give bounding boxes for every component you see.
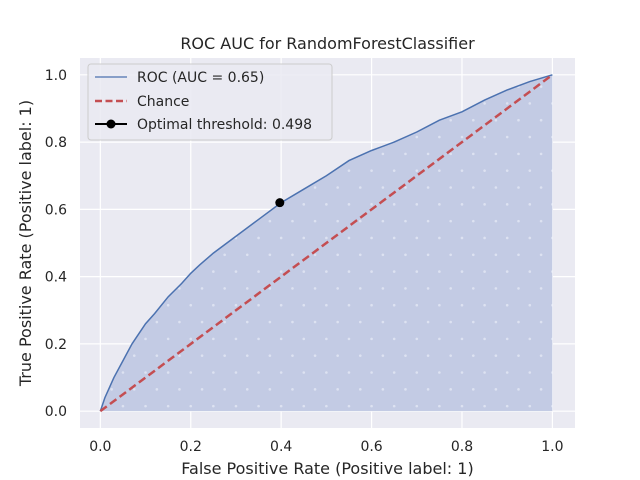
x-axis-label: False Positive Rate (Positive label: 1) (181, 459, 473, 478)
legend-label-optimal: Optimal threshold: 0.498 (137, 117, 312, 133)
legend: ROC (AUC = 0.65) Chance Optimal threshol… (87, 63, 333, 141)
legend-label-roc: ROC (AUC = 0.65) (137, 70, 264, 86)
y-tick-label: 0.6 (45, 202, 67, 218)
y-axis-label: True Positive Rate (Positive label: 1) (16, 100, 35, 387)
x-tick-label: 0.4 (270, 439, 292, 455)
x-tick-label: 0.0 (89, 439, 111, 455)
y-tick-label: 0.0 (45, 404, 67, 420)
roc-curve-line (99, 74, 553, 412)
legend-label-chance: Chance (137, 94, 189, 110)
x-tick-label: 0.2 (180, 439, 202, 455)
legend-marker-optimal (106, 119, 116, 129)
chart-title: ROC AUC for RandomForestClassifier (180, 34, 475, 53)
y-tick-label: 0.2 (45, 337, 67, 353)
x-tick-label: 0.6 (360, 439, 382, 455)
series-lines (99, 73, 554, 413)
optimal-threshold-point (275, 198, 285, 208)
chance-line (99, 73, 554, 413)
y-tick-label: 0.8 (45, 135, 67, 151)
y-tick-label: 1.0 (45, 68, 67, 84)
y-tick-label: 0.4 (45, 270, 67, 286)
tick-labels: 0.0 0.2 0.4 0.6 0.8 1.0 0.0 0.2 0.4 0.6 0.8 1.0 (45, 68, 564, 455)
x-tick-label: 1.0 (541, 439, 563, 455)
legend-box (87, 63, 333, 141)
x-tick-label: 0.8 (451, 439, 473, 455)
